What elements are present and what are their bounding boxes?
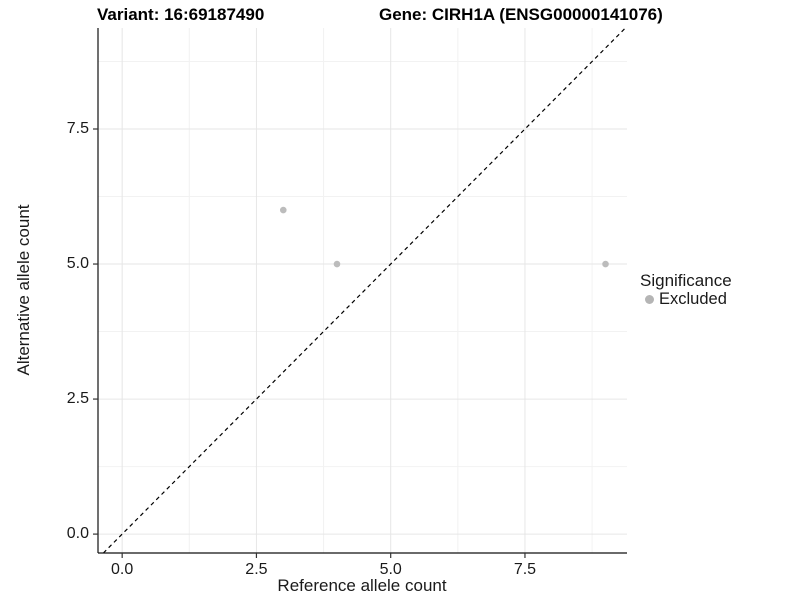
x-axis-title: Reference allele count <box>277 576 447 595</box>
y-tick-label: 2.5 <box>66 390 89 408</box>
panel-group <box>93 27 627 558</box>
legend-item-excluded: Excluded <box>640 290 732 309</box>
x-tick-label: 0.0 <box>111 561 134 578</box>
y-tick-label: 5.0 <box>66 255 89 273</box>
legend: Significance Excluded <box>640 271 732 309</box>
plot-title-gene: Gene: CIRH1A (ENSG00000141076) <box>379 5 663 24</box>
data-point <box>333 260 341 268</box>
data-point <box>602 260 609 268</box>
y-axis-title: Alternative allele count <box>14 204 33 376</box>
x-tick-label: 5.0 <box>379 561 402 578</box>
excluded-point-icon <box>645 295 654 304</box>
x-tick-label: 7.5 <box>513 561 537 578</box>
y-tick-label: 0.0 <box>66 525 89 543</box>
plot-title-variant: Variant: 16:69187490 <box>97 5 265 24</box>
x-tick-label: 2.5 <box>245 561 268 578</box>
data-point <box>279 206 287 214</box>
legend-item-label: Excluded <box>659 290 727 308</box>
identity-line <box>102 27 626 554</box>
legend-title: Significance <box>640 271 732 290</box>
y-tick-label: 7.5 <box>66 120 89 137</box>
